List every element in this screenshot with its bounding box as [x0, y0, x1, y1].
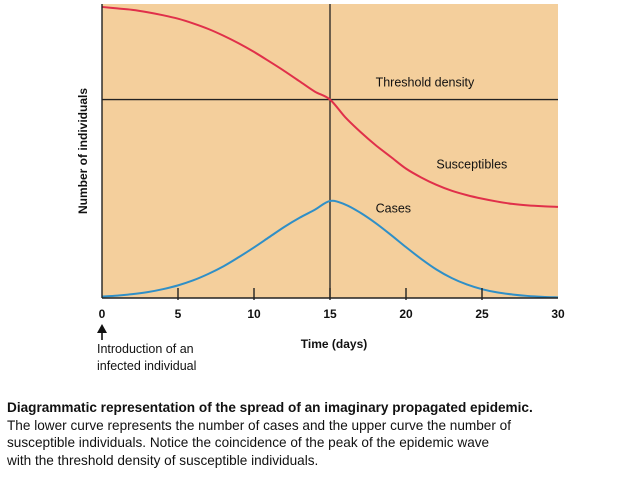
x-tick-label: 10: [247, 307, 261, 321]
caption-title: Diagrammatic representation of the sprea…: [7, 400, 533, 415]
introduction-label-line-2: infected individual: [97, 359, 197, 373]
introduction-arrow: [97, 324, 107, 340]
x-tick-label: 20: [399, 307, 413, 321]
introduction-arrow-head: [97, 324, 107, 333]
series-susceptibles-line: [101, 5, 559, 208]
caption-line-2: susceptible individuals. Notice the coin…: [7, 435, 490, 451]
introduction-label: Introduction of an infected individual: [97, 341, 257, 375]
x-tick-label: 25: [475, 307, 489, 321]
introduction-label-line-1: Introduction of an: [97, 342, 194, 356]
figure-caption: Diagrammatic representation of the sprea…: [7, 399, 635, 469]
annotation-cases: Cases: [376, 202, 411, 216]
annotations: Threshold density Susceptibles Cases: [376, 75, 508, 215]
x-tick-label: 5: [175, 307, 182, 321]
x-ticks: 0 5 10 15 20 25 30: [99, 288, 565, 321]
annotation-susceptibles: Susceptibles: [436, 158, 507, 172]
x-tick-label: 0: [99, 307, 106, 321]
caption-line-3: with the threshold density of susceptibl…: [7, 452, 319, 468]
epidemic-chart: 0 5 10 15 20 25 30 Threshold density Susceptibl…: [76, 4, 565, 351]
x-axis-title: Time (days): [301, 337, 367, 351]
y-axis-title: Number of individuals: [76, 88, 90, 214]
caption-line-1: The lower curve represents the number of…: [7, 417, 511, 433]
x-tick-label: 30: [551, 307, 565, 321]
x-tick-label: 15: [323, 307, 337, 321]
annotation-threshold-density: Threshold density: [376, 75, 475, 89]
